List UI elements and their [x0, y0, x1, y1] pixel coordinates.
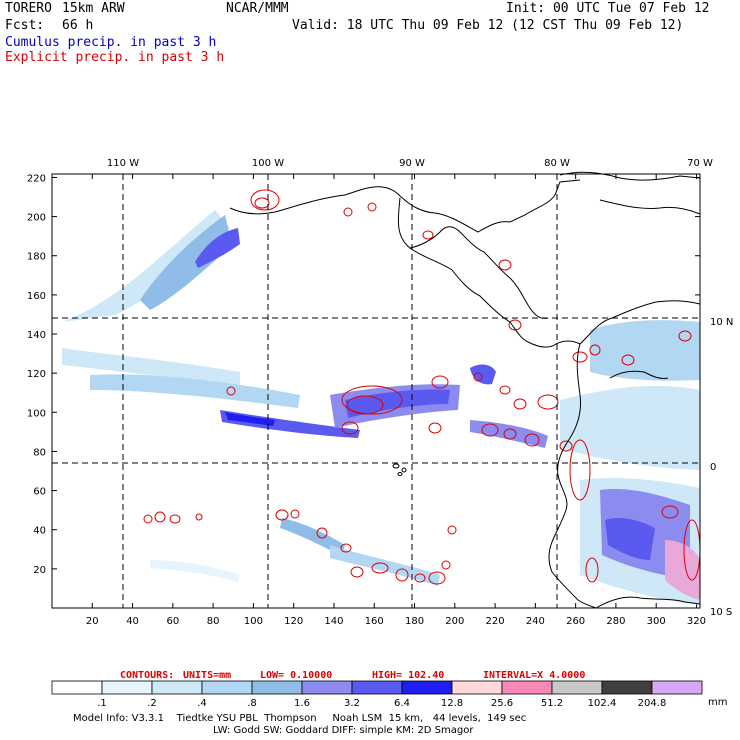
- x-tick-label: 120: [284, 616, 303, 627]
- colorbar-label: .2: [147, 698, 157, 709]
- ticks-and-labels: 20 40 60 80 100 120 140 160 180 200 220 240 260 280 30…: [27, 158, 733, 627]
- physics-info-line: LW: Godd SW: Goddard DIFF: simple KM: 2D…: [213, 725, 474, 736]
- contours-info: CONTOURS: UNITS=mm LOW= 0.10000 HIGH= 10…: [120, 670, 585, 681]
- forecast-hours: 66 h: [62, 18, 94, 33]
- contours-low: LOW= 0.10000: [260, 670, 332, 681]
- latitude-label: 10 S: [710, 607, 732, 618]
- x-tick-label: 160: [365, 616, 384, 627]
- longitude-labels: 110 W 100 W 90 W 80 W 70 W: [107, 158, 713, 169]
- latitude-label: 10 N: [710, 317, 733, 328]
- plot-frame: [51, 173, 701, 609]
- y-tick-label: 120: [27, 369, 46, 380]
- colorbar-label: 25.6: [491, 698, 513, 709]
- colorbar-label: .4: [197, 698, 207, 709]
- colorbar-swatch: [651, 680, 703, 695]
- colorbar-swatch: [551, 680, 603, 695]
- lat-lon-grid: [52, 174, 700, 608]
- colorbar-swatch: [101, 680, 153, 695]
- latitude-labels: 10 N 0 10 S: [710, 317, 733, 618]
- model-name: TORERO: [5, 1, 52, 16]
- contours-high: HIGH= 102.40: [372, 670, 444, 681]
- y-tick-label: 20: [33, 565, 46, 576]
- x-tick-label: 320: [687, 616, 706, 627]
- colorbar-label: .8: [247, 698, 257, 709]
- y-tick-label: 60: [33, 487, 46, 498]
- contours-label: CONTOURS:: [120, 670, 174, 681]
- x-tick-label: 240: [526, 616, 545, 627]
- colorbar-label: .1: [97, 698, 107, 709]
- field-label-explicit: Explicit precip. in past 3 h: [5, 50, 225, 65]
- colorbar-label: 6.4: [394, 698, 410, 709]
- x-tick-label: 40: [126, 616, 139, 627]
- colorbar-swatch: [51, 680, 103, 695]
- colorbar-swatch: [301, 680, 353, 695]
- longitude-label: 110 W: [107, 158, 139, 169]
- precip-field-cumulus: [62, 210, 700, 605]
- colorbar-label: 51.2: [541, 698, 563, 709]
- forecast-label: Fcst:: [5, 18, 45, 33]
- latitude-label: 0: [710, 462, 716, 473]
- y-tick-label: 80: [33, 447, 46, 458]
- y-tick-labels: 20 40 60 80 100 120 140 160 180 200 220: [27, 173, 700, 576]
- longitude-label: 70 W: [687, 158, 713, 169]
- colorbar-unit: mm: [708, 697, 727, 708]
- colorbar-label: 3.2: [344, 698, 360, 709]
- colorbar-swatch: [201, 680, 253, 695]
- colorbar-label: 102.4: [588, 698, 617, 709]
- y-tick-label: 40: [33, 526, 46, 537]
- x-tick-label: 20: [86, 616, 99, 627]
- colorbar-label: 12.8: [441, 698, 463, 709]
- colorbar-swatch: [451, 680, 503, 695]
- precip-field-explicit: [143, 189, 701, 585]
- x-tick-label: 100: [244, 616, 263, 627]
- x-tick-label: 280: [606, 616, 625, 627]
- init-time: Init: 00 UTC Tue 07 Feb 12: [506, 1, 710, 16]
- colorbar: .1 .2 .4 .8 1.6 3.2 6.4 12.8 25.6 51.2 102.4 204.8: [51, 680, 703, 709]
- x-tick-label: 200: [445, 616, 464, 627]
- field-label-cumulus: Cumulus precip. in past 3 h: [5, 35, 217, 50]
- model-info-line: Model Info: V3.3.1 Tiedtke YSU PBL Thomp…: [73, 713, 527, 724]
- longitude-label: 90 W: [399, 158, 425, 169]
- coastline: [229, 171, 701, 609]
- x-tick-label: 260: [566, 616, 585, 627]
- colorbar-swatch: [601, 680, 653, 695]
- y-tick-label: 220: [27, 173, 46, 184]
- center-name: NCAR/MMM: [226, 1, 289, 16]
- colorbar-swatch: [251, 680, 303, 695]
- colorbar-swatch: [501, 680, 553, 695]
- y-tick-label: 140: [27, 330, 46, 341]
- x-tick-label: 180: [405, 616, 424, 627]
- colorbar-swatch: [351, 680, 403, 695]
- x-tick-label: 60: [166, 616, 179, 627]
- y-tick-label: 100: [27, 408, 46, 419]
- longitude-label: 80 W: [544, 158, 570, 169]
- resolution: 15km ARW: [62, 1, 125, 16]
- y-tick-label: 200: [27, 213, 46, 224]
- colorbar-label: 1.6: [294, 698, 310, 709]
- x-tick-label: 300: [647, 616, 666, 627]
- y-tick-label: 180: [27, 252, 46, 263]
- y-tick-label: 160: [27, 291, 46, 302]
- x-tick-label: 220: [486, 616, 505, 627]
- contours-units: UNITS=mm: [183, 670, 231, 681]
- contours-interval: INTERVAL=X 4.0000: [483, 670, 585, 681]
- valid-time: Valid: 18 UTC Thu 09 Feb 12 (12 CST Thu …: [292, 18, 684, 33]
- x-tick-labels: 20 40 60 80 100 120 140 160 180 200 220 240 260 280 30…: [86, 174, 706, 627]
- colorbar-swatch: [401, 680, 453, 695]
- longitude-label: 100 W: [252, 158, 284, 169]
- colorbar-label: 204.8: [638, 698, 667, 709]
- x-tick-label: 140: [324, 616, 343, 627]
- colorbar-swatch: [151, 680, 203, 695]
- x-tick-label: 80: [207, 616, 220, 627]
